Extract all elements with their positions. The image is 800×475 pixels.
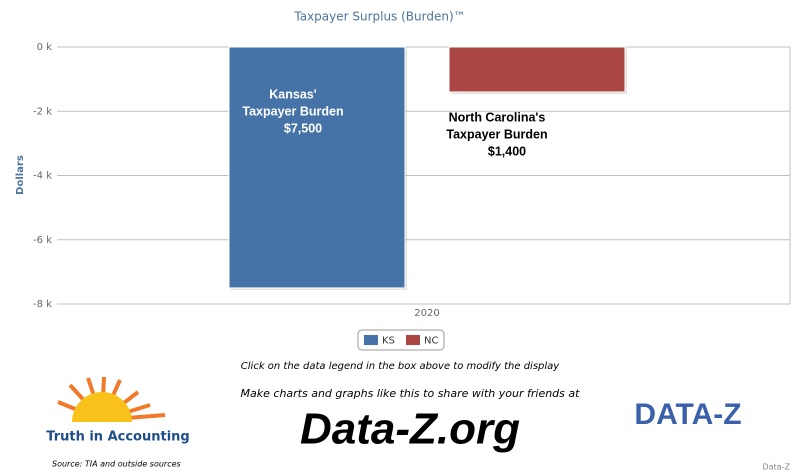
tia-sun <box>57 376 166 422</box>
dataz-logo: DATA-Z <box>634 398 741 431</box>
y-tick-label: 0 k <box>37 42 53 53</box>
annotation: $7,500 <box>284 121 322 135</box>
y-axis-label: Dollars <box>15 155 26 195</box>
legend: KS NC <box>357 329 445 351</box>
tia-logo: Truth in Accounting <box>46 430 189 445</box>
source: Source: TIA and outside sources <box>52 460 181 469</box>
legend-item[interactable]: KS <box>364 335 395 347</box>
annotation: Kansas' <box>269 87 316 101</box>
site-name: Data-Z.org <box>300 405 520 454</box>
legend-label: NC <box>424 336 438 347</box>
annotation: $1,400 <box>488 144 526 158</box>
credit: Data-Z <box>763 463 791 472</box>
y-tick-label: -6 k <box>33 235 52 246</box>
legend-swatch <box>364 335 378 345</box>
legend-box <box>357 329 445 351</box>
bar <box>448 46 626 93</box>
y-tick-label: -4 k <box>33 171 52 182</box>
instruction: Click on the data legend in the box abov… <box>241 361 561 372</box>
promo: Make charts and graphs like this to shar… <box>241 387 581 400</box>
annotation: North Carolina's <box>449 110 546 124</box>
legend-swatch <box>406 335 420 345</box>
annotation: Taxpayer Burden <box>446 127 547 141</box>
legend-label: KS <box>382 336 395 347</box>
annotation: Taxpayer Burden <box>242 104 343 118</box>
bar <box>228 46 406 289</box>
chart-title: Taxpayer Surplus (Burden)™ <box>293 10 465 24</box>
y-tick-label: -2 k <box>33 106 52 117</box>
x-tick-label: 2020 <box>414 308 439 319</box>
y-tick-label: -8 k <box>33 299 52 310</box>
legend-item[interactable]: NC <box>406 335 438 347</box>
